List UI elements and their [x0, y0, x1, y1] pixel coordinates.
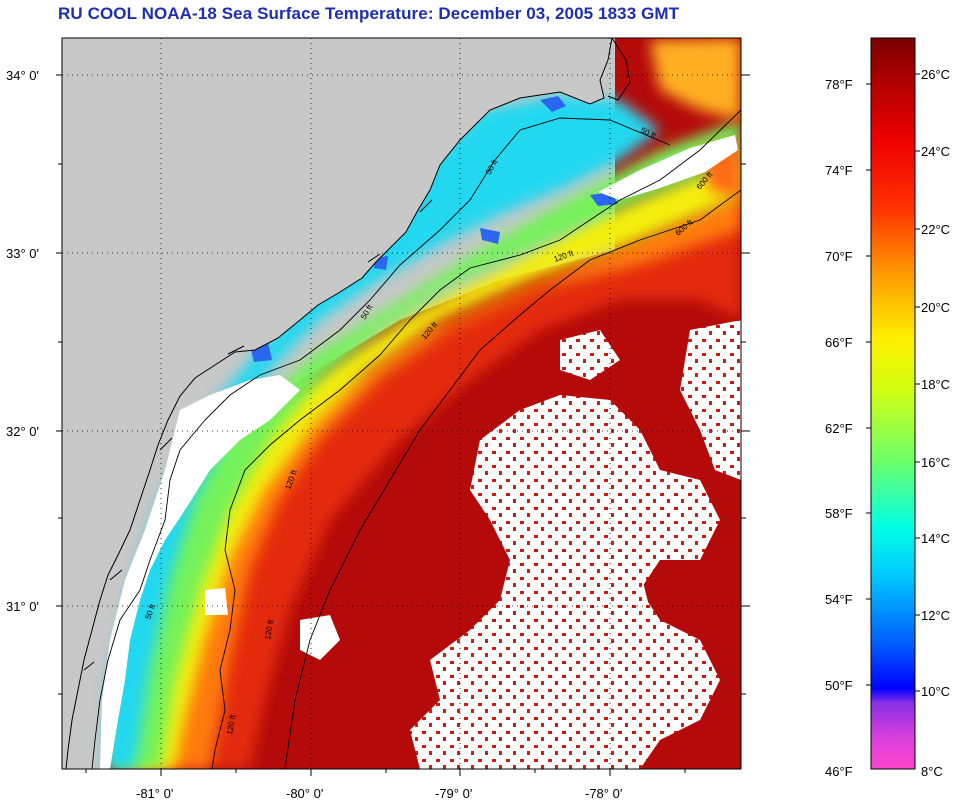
lat-label: 33° 0'	[6, 246, 39, 261]
colorbar-gradient	[870, 37, 916, 770]
map-ticks	[56, 74, 750, 776]
lat-label: 32° 0'	[6, 424, 39, 439]
map-title: RU COOL NOAA-18 Sea Surface Temperature:…	[58, 4, 680, 23]
colorbar-f-label: 50°F	[825, 678, 853, 693]
map-frame	[61, 37, 742, 770]
colorbar-c-label: 16°C	[921, 455, 950, 470]
map-area: 50 ft 50 ft 50 ft 50 ft 120 ft 120 ft 12…	[62, 38, 741, 769]
colorbar-f-label: 46°F	[825, 764, 853, 779]
colorbar-c-label: 20°C	[921, 300, 950, 315]
cloud-midshelf	[560, 330, 650, 620]
colorbar-c-label: 18°C	[921, 377, 950, 392]
colorbar-c-label: 22°C	[921, 222, 950, 237]
colorbar: 78°F 74°F 70°F 66°F 62°F 58°F 54°F 50°F …	[825, 37, 950, 779]
isobath-120ft	[211, 109, 741, 769]
sst-ne-warm	[650, 38, 741, 120]
lon-label: -78° 0'	[585, 786, 622, 801]
latitude-labels: 34° 0' 33° 0' 32° 0' 31° 0'	[6, 68, 39, 614]
cloud-coastal	[100, 375, 300, 769]
cloud-large-south	[410, 395, 720, 769]
fahrenheit-labels: 78°F 74°F 70°F 66°F 62°F 58°F 54°F 50°F …	[825, 77, 853, 779]
contour-label: 120 ft	[225, 713, 237, 735]
colorbar-f-label: 66°F	[825, 335, 853, 350]
colorbar-f-label: 58°F	[825, 506, 853, 521]
colorbar-f-label: 78°F	[825, 77, 853, 92]
colorbar-c-label: 26°C	[921, 67, 950, 82]
isobath-contours	[91, 109, 741, 769]
colorbar-c-label: 10°C	[921, 684, 950, 699]
contour-label: 120 ft	[263, 618, 275, 640]
lat-label: 34° 0'	[6, 68, 39, 83]
colorbar-c-label: 8°C	[921, 764, 943, 779]
longitude-labels: -81° 0' -80° 0' -79° 0' -78° 0'	[136, 786, 622, 801]
cloud-east	[680, 320, 741, 480]
cloud-southwest	[205, 588, 340, 660]
colorbar-c-label: 14°C	[921, 531, 950, 546]
isobath-50ft	[91, 117, 671, 769]
sst-green	[110, 120, 741, 769]
colorbar-f-label: 62°F	[825, 421, 853, 436]
colorbar-c-label: 24°C	[921, 144, 950, 159]
colorbar-f-label: 74°F	[825, 163, 853, 178]
colorbar-f-label: 70°F	[825, 249, 853, 264]
lat-label: 31° 0'	[6, 599, 39, 614]
land-mask	[62, 38, 613, 769]
celsius-labels: 26°C 24°C 22°C 20°C 18°C 16°C 14°C 12°C …	[921, 67, 950, 779]
colorbar-c-label: 12°C	[921, 608, 950, 623]
colorbar-f-label: 54°F	[825, 592, 853, 607]
lon-label: -79° 0'	[435, 786, 472, 801]
cloud-gulfstream-ne	[598, 135, 738, 200]
graticule	[62, 38, 741, 769]
colorbar-ticks	[866, 73, 920, 692]
isobath-600ft	[284, 189, 741, 769]
lon-label: -80° 0'	[286, 786, 323, 801]
land-barrier-island	[83, 38, 631, 671]
lon-label: -81° 0'	[136, 786, 173, 801]
